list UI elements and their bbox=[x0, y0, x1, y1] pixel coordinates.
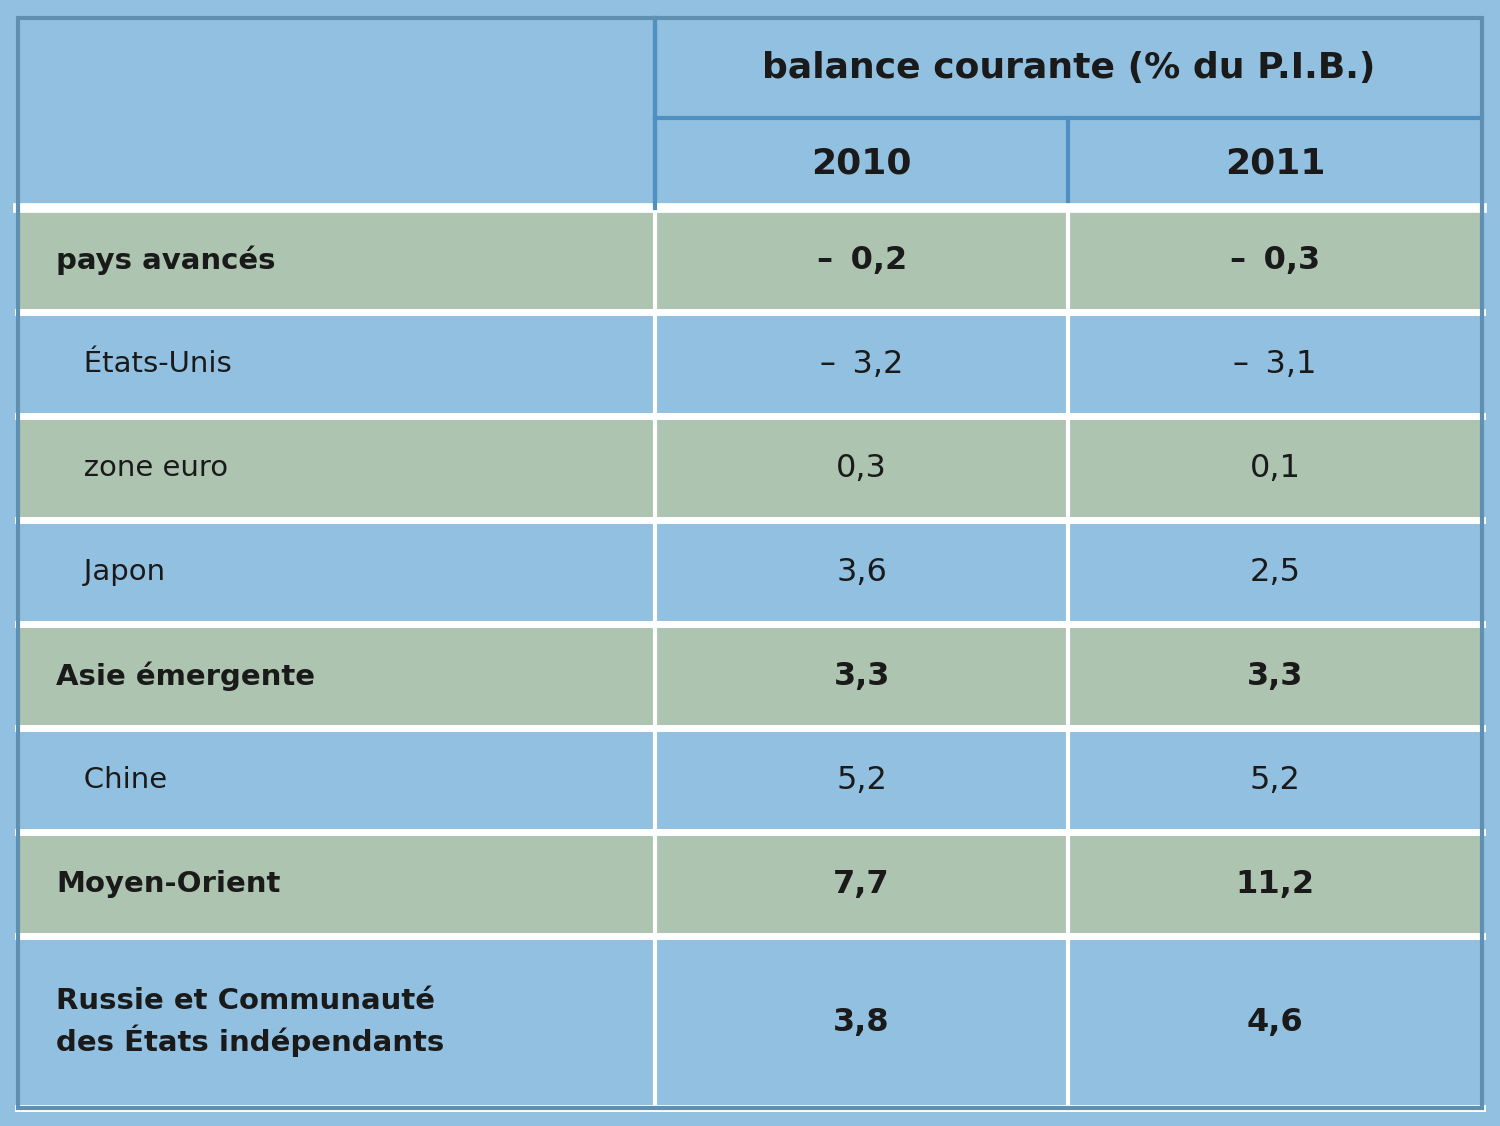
Text: 5,2: 5,2 bbox=[1250, 765, 1300, 796]
Text: Moyen-Orient: Moyen-Orient bbox=[56, 870, 280, 899]
Bar bbox=[656, 624, 1068, 729]
Text: balance courante (% du P.I.B.): balance courante (% du P.I.B.) bbox=[762, 51, 1376, 84]
Text: 0,1: 0,1 bbox=[1250, 453, 1300, 483]
Bar bbox=[1068, 520, 1482, 624]
Bar bbox=[1068, 417, 1482, 520]
Bar bbox=[1068, 624, 1482, 729]
Text: Russie et Communauté
des États indépendants: Russie et Communauté des États indépenda… bbox=[56, 988, 444, 1057]
Bar bbox=[18, 624, 656, 729]
Bar bbox=[656, 417, 1068, 520]
Text: 2,5: 2,5 bbox=[1250, 556, 1300, 588]
Text: 11,2: 11,2 bbox=[1236, 869, 1316, 900]
Bar bbox=[1068, 937, 1482, 1108]
Text: 5,2: 5,2 bbox=[836, 765, 886, 796]
Text: 7,7: 7,7 bbox=[834, 869, 890, 900]
Text: Asie émergente: Asie émergente bbox=[56, 661, 315, 691]
Bar bbox=[18, 520, 656, 624]
Text: 4,6: 4,6 bbox=[1246, 1007, 1304, 1038]
Bar bbox=[656, 312, 1068, 417]
Text: –  0,2: – 0,2 bbox=[816, 244, 908, 276]
Text: 3,8: 3,8 bbox=[834, 1007, 890, 1038]
Bar bbox=[1068, 312, 1482, 417]
Text: Japon: Japon bbox=[56, 558, 165, 587]
Bar bbox=[1068, 729, 1482, 832]
Bar bbox=[656, 729, 1068, 832]
Text: 2011: 2011 bbox=[1226, 146, 1326, 180]
Text: Chine: Chine bbox=[56, 767, 166, 794]
Bar bbox=[656, 208, 1068, 312]
Text: 2010: 2010 bbox=[812, 146, 912, 180]
Bar bbox=[656, 520, 1068, 624]
Text: –  0,3: – 0,3 bbox=[1230, 244, 1320, 276]
Text: États-Unis: États-Unis bbox=[56, 350, 231, 378]
Bar bbox=[1068, 832, 1482, 937]
Bar bbox=[18, 417, 656, 520]
Bar bbox=[18, 832, 656, 937]
Bar bbox=[18, 208, 656, 312]
Text: zone euro: zone euro bbox=[56, 454, 228, 482]
Text: 0,3: 0,3 bbox=[836, 453, 886, 483]
Text: 3,6: 3,6 bbox=[836, 556, 886, 588]
Bar bbox=[18, 312, 656, 417]
Bar bbox=[656, 832, 1068, 937]
Bar bbox=[1068, 208, 1482, 312]
Text: 3,3: 3,3 bbox=[1246, 661, 1304, 691]
Text: –  3,1: – 3,1 bbox=[1233, 349, 1317, 379]
Text: 3,3: 3,3 bbox=[834, 661, 890, 691]
Bar bbox=[656, 937, 1068, 1108]
Bar bbox=[18, 937, 656, 1108]
Text: pays avancés: pays avancés bbox=[56, 245, 276, 275]
Text: –  3,2: – 3,2 bbox=[821, 349, 903, 379]
Bar bbox=[18, 729, 656, 832]
